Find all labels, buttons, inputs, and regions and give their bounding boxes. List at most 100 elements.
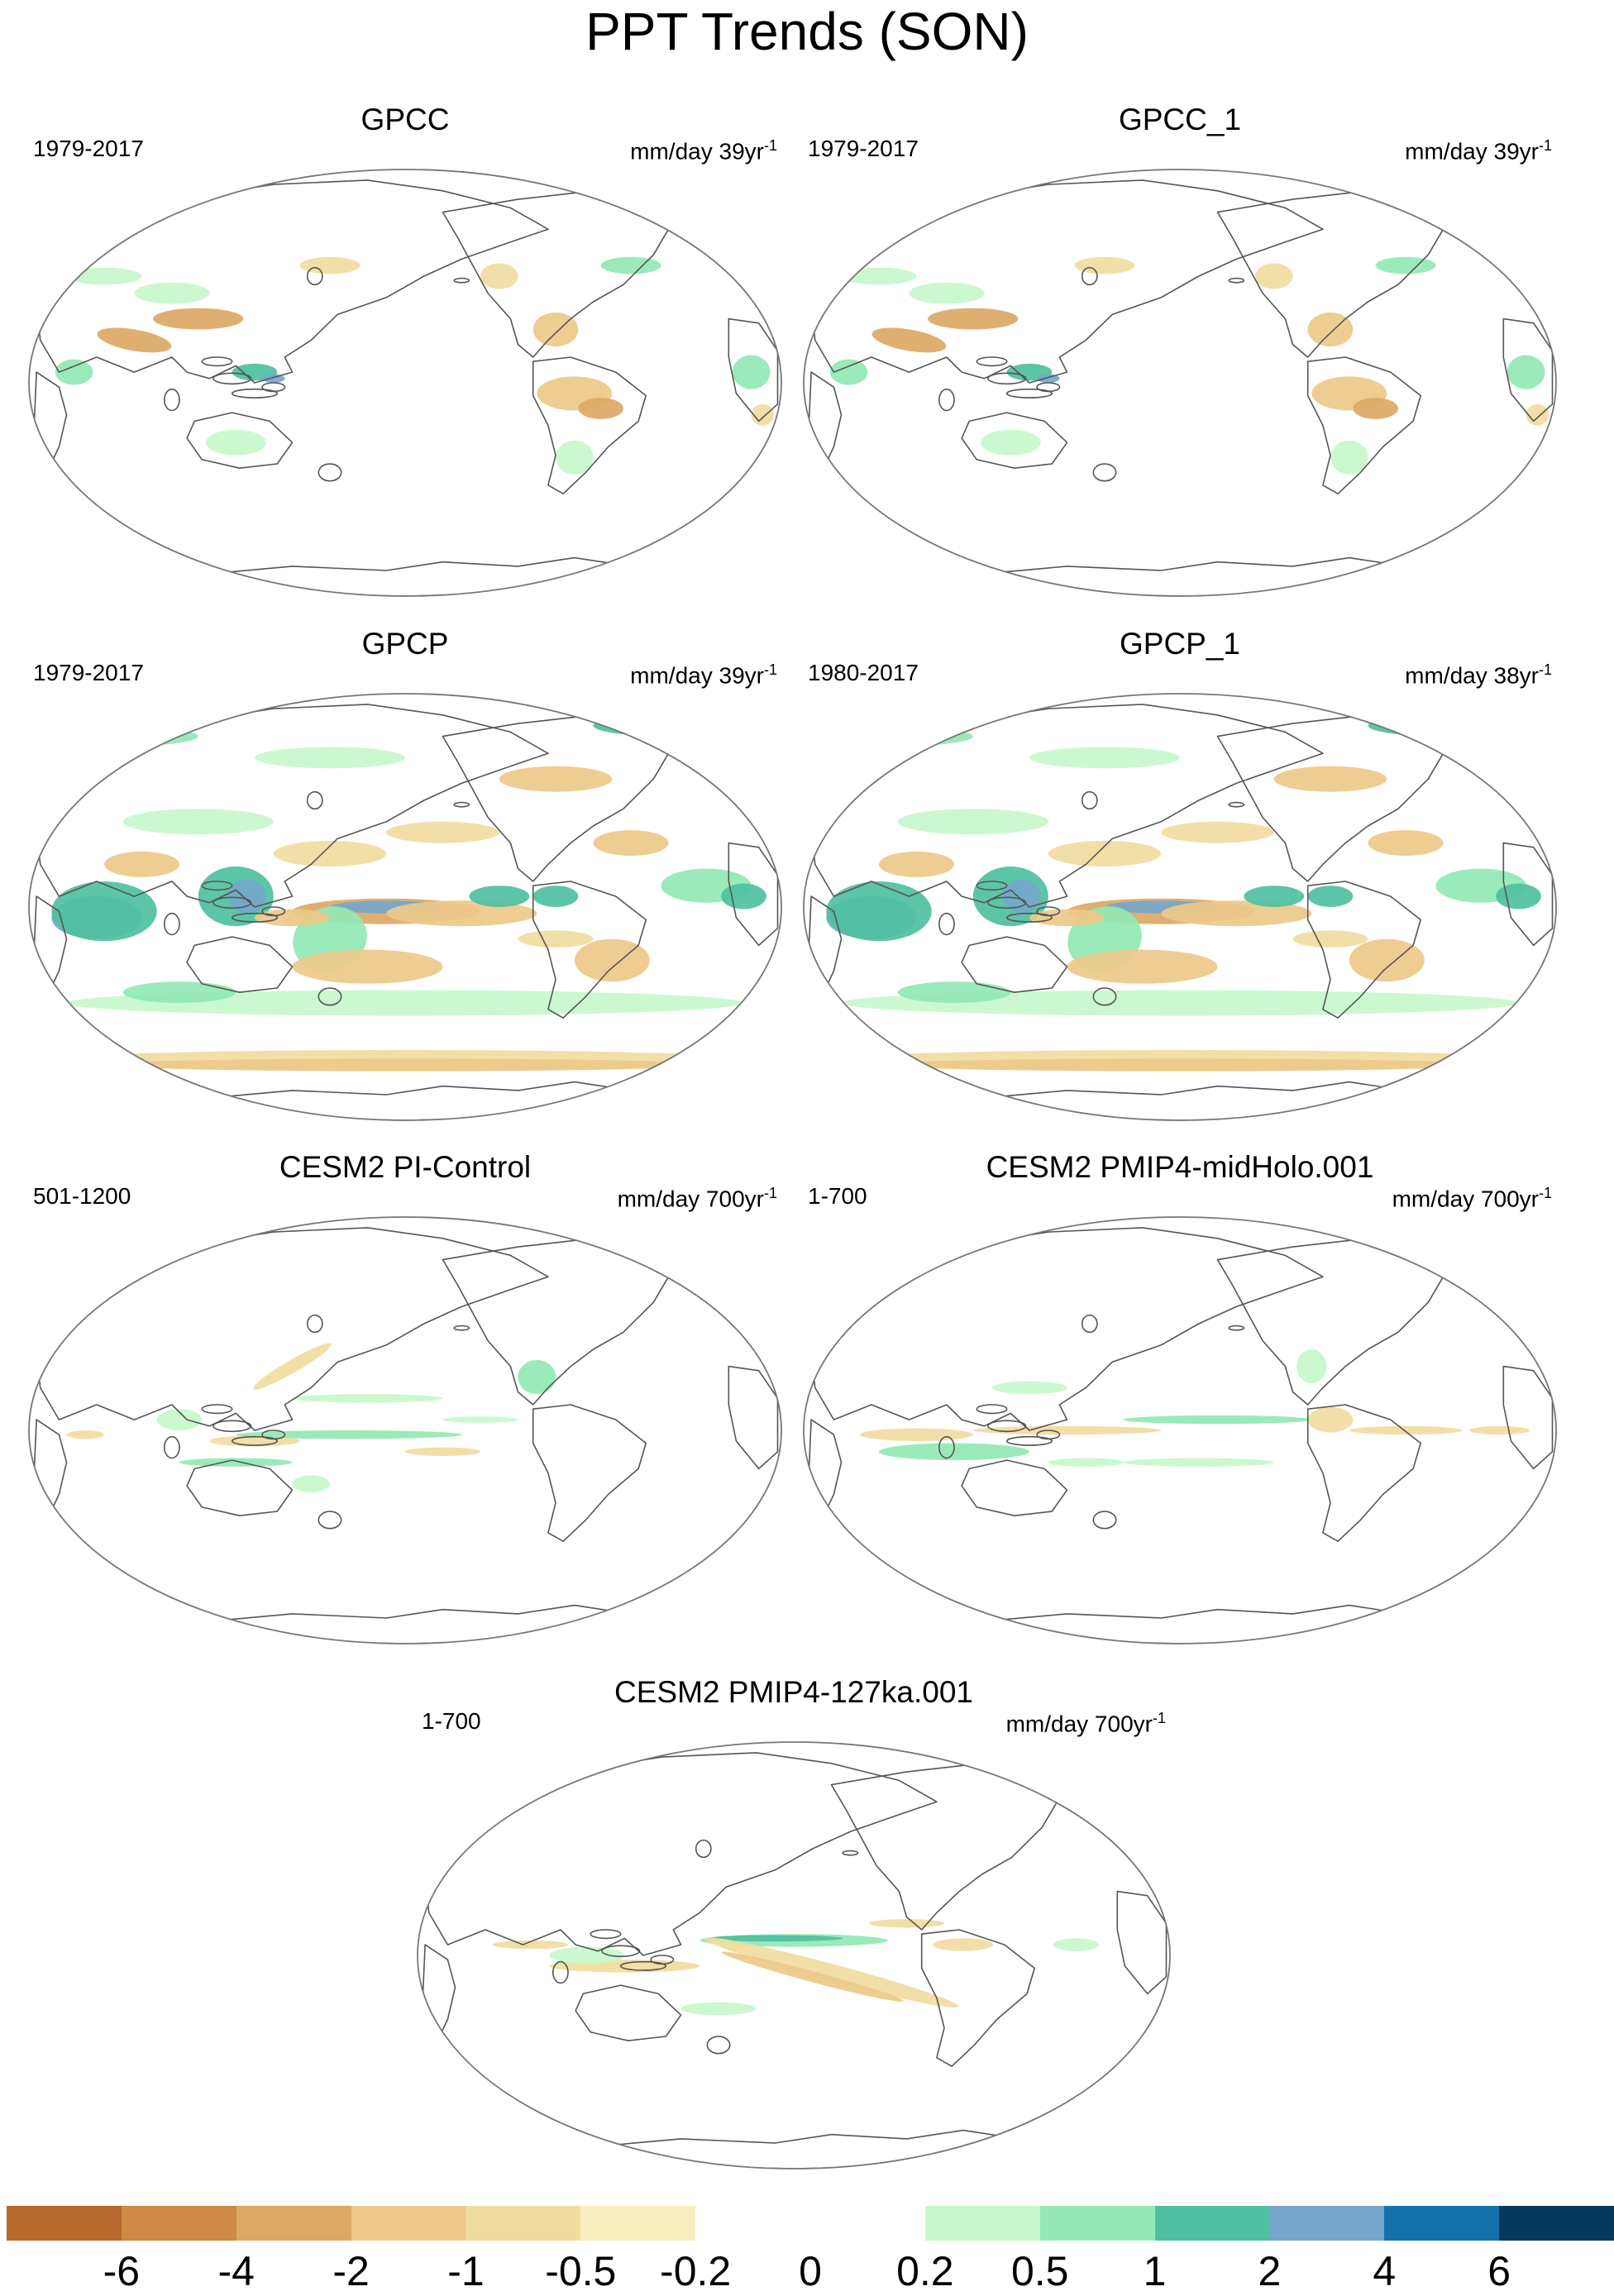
anomaly-patch — [518, 930, 594, 948]
anomaly-patch — [532, 312, 579, 347]
anomaly-patch — [1244, 885, 1305, 907]
panel-period: 1980-2017 — [808, 660, 919, 685]
coastline-samerica — [532, 1404, 647, 1543]
anomaly-patch — [1123, 1415, 1312, 1425]
map-frame — [417, 1741, 1171, 2170]
anomaly-patch — [1368, 830, 1444, 857]
anomaly-patch — [97, 327, 172, 353]
colorbar-tick-label: 0 — [799, 2248, 822, 2294]
anomaly-patch — [1074, 256, 1135, 274]
colorbar-tick-label: -0.5 — [545, 2248, 617, 2294]
anomaly-patch — [841, 267, 917, 285]
anomaly-patch — [493, 1940, 568, 1950]
colorbar-box — [924, 2206, 1041, 2241]
anomaly-patch — [1507, 355, 1545, 389]
coastline-eurasia — [36, 1227, 549, 1431]
anomaly-patch — [1307, 885, 1354, 907]
panel-units: mm/day 700yr-1 — [1392, 1185, 1552, 1212]
coastline-australia — [961, 412, 1068, 470]
coastline-africa2 — [1502, 317, 1554, 422]
coastline-island — [1036, 906, 1061, 917]
map-background — [29, 169, 781, 596]
coastline-island — [590, 1929, 622, 1940]
anomaly-patch — [1307, 312, 1354, 347]
anomaly-patch — [1273, 766, 1387, 792]
anomaly-patch — [51, 881, 157, 942]
map-frame — [28, 693, 782, 1121]
coastline-australia — [575, 1984, 682, 2042]
coastline-australia — [186, 412, 294, 470]
anomaly-patch — [1296, 1349, 1327, 1384]
coastline-island — [201, 356, 233, 367]
map-frame — [803, 169, 1557, 597]
anomaly-patch — [1368, 714, 1519, 737]
coastline-island — [212, 896, 252, 909]
coastline-island — [1005, 912, 1053, 923]
coastline-island — [318, 1511, 342, 1530]
anomaly-patch — [1255, 263, 1293, 289]
coastline-island — [619, 1960, 667, 1971]
colorbar-tick-label: 0.2 — [896, 2248, 954, 2294]
map-frame — [28, 1216, 782, 1644]
anomaly-patch — [66, 1430, 105, 1439]
coastline-island — [231, 912, 279, 923]
colorbar-box — [580, 2206, 696, 2241]
anomaly-field — [66, 1343, 556, 1492]
anomaly-patch — [1292, 930, 1368, 948]
anomaly-patch — [549, 1946, 625, 1964]
panel-units: mm/day 39yr-1 — [630, 661, 777, 689]
anomaly-patch — [1029, 909, 1105, 927]
coastline-island — [163, 912, 180, 936]
coastline-island — [1092, 1511, 1117, 1530]
anomaly-patch — [518, 1359, 556, 1395]
anomaly-patch — [600, 256, 661, 274]
map-background — [804, 1217, 1556, 1644]
coastline-island — [231, 388, 279, 399]
anomaly-patch — [879, 1058, 1481, 1072]
coastline-island — [306, 266, 323, 286]
coastline-island — [842, 1850, 859, 1856]
anomaly-patch — [66, 990, 744, 1016]
coastline-island — [261, 382, 286, 393]
panel-period: 1979-2017 — [33, 136, 144, 161]
coastline-island — [987, 896, 1027, 909]
anomaly-patch — [499, 766, 613, 792]
anomaly-patch — [1307, 1406, 1354, 1433]
anomaly-patch — [897, 981, 1011, 1004]
anomaly-patch — [292, 1475, 331, 1492]
anomaly-patch — [1029, 747, 1180, 769]
anomaly-patch — [122, 809, 274, 835]
anomaly-patch — [680, 2002, 757, 2016]
anomaly-patch — [153, 308, 244, 330]
map-panel-gpcp: GPCP 1979-2017 mm/day 39yr-1 — [25, 626, 786, 1122]
panel-title: CESM2 PMIP4-127ka.001 — [614, 1675, 973, 1709]
coastline-island — [601, 1945, 641, 1958]
panel-units: mm/day 700yr-1 — [617, 1185, 777, 1212]
anomaly-patch — [556, 440, 594, 475]
coastline-eurasia — [810, 1227, 1324, 1431]
panel-period: 1-700 — [422, 1708, 481, 1734]
anomaly-patch — [721, 883, 766, 909]
anomaly-patch — [532, 885, 579, 907]
coastline-island — [261, 906, 286, 917]
coastline-island — [1036, 382, 1061, 393]
coastline-island — [201, 881, 233, 891]
anomaly-patch — [1416, 190, 1455, 208]
anomaly-patch — [134, 282, 210, 304]
coastline-island — [306, 790, 323, 810]
anomaly-patch — [1161, 821, 1274, 843]
anomaly-patch — [1469, 1425, 1530, 1435]
coastline-samerica — [532, 881, 647, 1019]
anomaly-patch — [933, 1938, 994, 1951]
coastline-australia — [961, 936, 1068, 994]
map-cesm2-pi-control — [28, 1216, 782, 1644]
anomaly-patch — [386, 821, 499, 843]
anomaly-patch — [704, 1937, 959, 2008]
coastlines — [806, 704, 1554, 1120]
anomaly-patch — [879, 851, 954, 877]
anomaly-patch — [299, 256, 361, 274]
anomaly-patch — [1375, 256, 1436, 274]
anomaly-patch — [273, 841, 387, 866]
coastline-australia — [961, 1459, 1068, 1517]
coastline-island — [987, 372, 1027, 385]
